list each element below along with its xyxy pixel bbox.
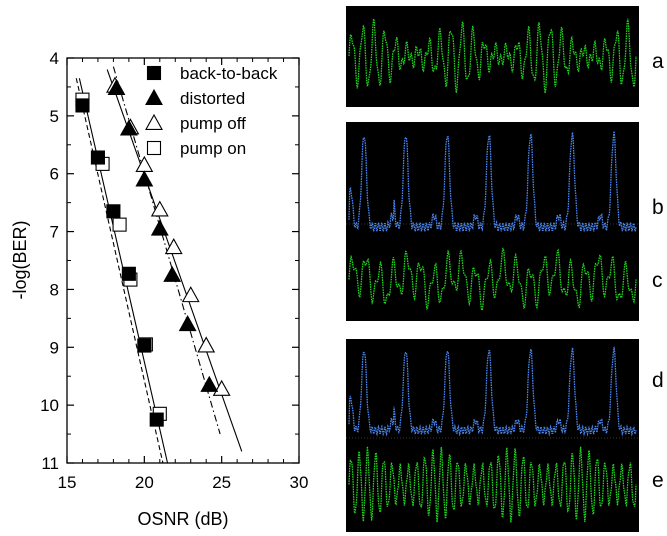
marker-pump-off [150, 200, 169, 217]
y-tick-label: 7 [50, 223, 59, 242]
y-axis-title: -log(BER) [10, 220, 30, 299]
ber-plot: 15 20 25 30 4 5 6 7 8 9 10 11 OSNR (dB) -log(BER) b… [10, 49, 308, 529]
x-tick-label: 15 [58, 473, 77, 492]
marker-back-to-back [121, 266, 136, 281]
legend-label-pump-off: pump off [180, 114, 246, 133]
legend-symbol-pump-on [146, 140, 162, 156]
x-tick-label: 20 [135, 473, 154, 492]
oscilloscope-panels [346, 6, 639, 532]
fit-line-pump-on [75, 78, 164, 463]
marker-back-to-back [149, 412, 164, 427]
x-tick-label: 25 [212, 473, 231, 492]
scope-trace-c [348, 247, 637, 311]
panel-letter-a: a [652, 50, 664, 73]
scope-trace-a [348, 18, 637, 94]
scope-trace-b [348, 131, 637, 232]
marker-back-to-back [137, 338, 152, 353]
marker-distorted [163, 265, 182, 282]
panel-letter-d: d [652, 369, 664, 392]
legend-label-pump-on: pump on [180, 139, 246, 158]
marker-pump-off [181, 286, 200, 303]
y-tick-label: 5 [50, 107, 59, 126]
marker-back-to-back [75, 98, 90, 113]
x-axis-title: OSNR (dB) [137, 509, 228, 529]
marker-pump-off [197, 336, 216, 353]
marker-distorted [200, 375, 219, 392]
marker-back-to-back [106, 204, 121, 219]
scope-panel-a [346, 6, 639, 107]
y-tick-label: 4 [50, 49, 59, 68]
marker-pump-off [164, 238, 183, 255]
marker-pump-on [112, 217, 127, 232]
legend: back-to-back distorted pump off pump on [145, 64, 278, 158]
y-tick-label: 8 [50, 280, 59, 299]
scope-trace-d [348, 346, 637, 437]
panel-letter-e: e [652, 469, 664, 492]
axis-ticks [66, 57, 300, 464]
panel-letters: a b c d e [652, 50, 664, 492]
marker-distorted [107, 78, 126, 96]
marker-distorted [135, 170, 154, 187]
legend-symbol-back-to-back [146, 65, 162, 81]
panel-letter-c: c [652, 269, 663, 292]
legend-label-back-to-back: back-to-back [180, 64, 278, 83]
scope-panel-de [346, 339, 639, 532]
marker-distorted [119, 119, 138, 136]
legend-symbol-distorted [145, 88, 163, 105]
scope-trace-e [348, 446, 637, 523]
y-tick-label: 11 [41, 454, 59, 473]
legend-symbol-pump-off [145, 113, 163, 130]
marker-distorted [150, 219, 169, 236]
y-tick-label: 6 [50, 165, 59, 184]
panel-letter-b: b [652, 196, 664, 219]
scope-traces [346, 18, 639, 523]
x-tick-label: 30 [290, 473, 309, 492]
legend-label-distorted: distorted [180, 89, 245, 108]
data-markers [75, 76, 231, 427]
tick-labels: 15 20 25 30 4 5 6 7 8 9 10 11 [40, 49, 308, 492]
marker-distorted [178, 315, 197, 332]
y-tick-label: 10 [40, 396, 59, 415]
marker-back-to-back [90, 150, 105, 165]
y-tick-label: 9 [50, 338, 59, 357]
